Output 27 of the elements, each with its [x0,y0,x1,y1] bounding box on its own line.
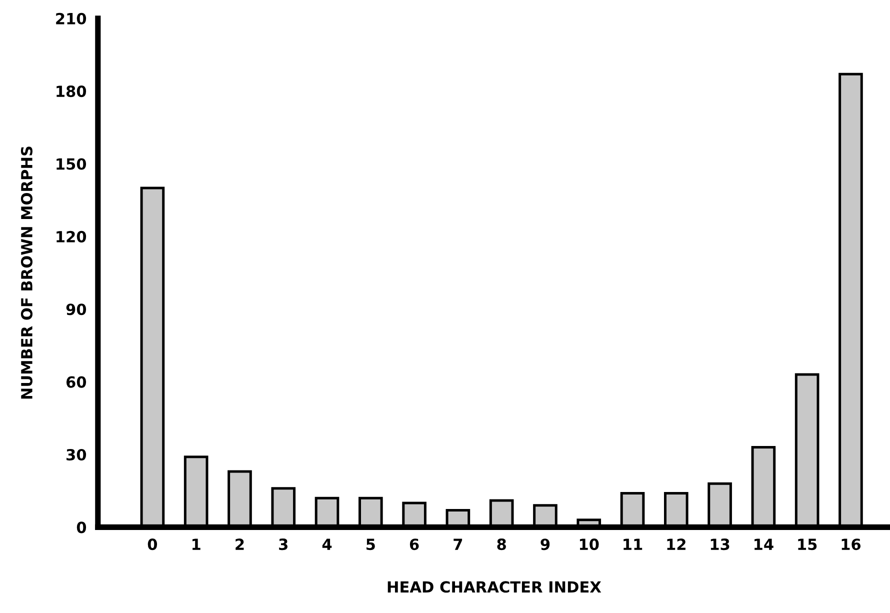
x-tick-label: 2 [236,538,244,550]
y-tick-label: 30 [66,448,86,461]
x-tick-label: 9 [540,538,550,550]
x-tick-label: 15 [798,538,817,550]
y-tick-label: 180 [56,86,86,98]
x-tick-label: 5 [366,538,375,550]
x-tick-label: 0 [148,538,158,550]
y-tick-label: 210 [56,12,86,24]
x-tick-label: 4 [322,538,332,550]
x-axis-title: HEAD CHARACTER INDEX [388,581,602,593]
x-tick-label: 1 [192,538,200,550]
y-tick-label: 0 [76,522,86,534]
x-tick-label: 7 [454,538,462,550]
y-axis-title: NUMBER OF BROWN MORPHS [20,146,32,399]
x-tick-label: 3 [279,538,288,550]
x-tick-label: 16 [842,538,861,550]
y-tick-label: 60 [66,376,86,388]
y-tick-label: 150 [56,158,86,170]
x-tick-label: 13 [710,538,730,550]
x-tick-label: 11 [624,538,642,550]
y-tick-label: 90 [66,304,86,316]
x-tick-label: 14 [754,538,774,550]
y-tick-label: 120 [56,230,86,242]
x-tick-label: 8 [497,538,506,550]
x-tick-label: 6 [410,538,419,550]
x-tick-label: 10 [580,538,599,550]
x-tick-label: 12 [667,538,686,550]
